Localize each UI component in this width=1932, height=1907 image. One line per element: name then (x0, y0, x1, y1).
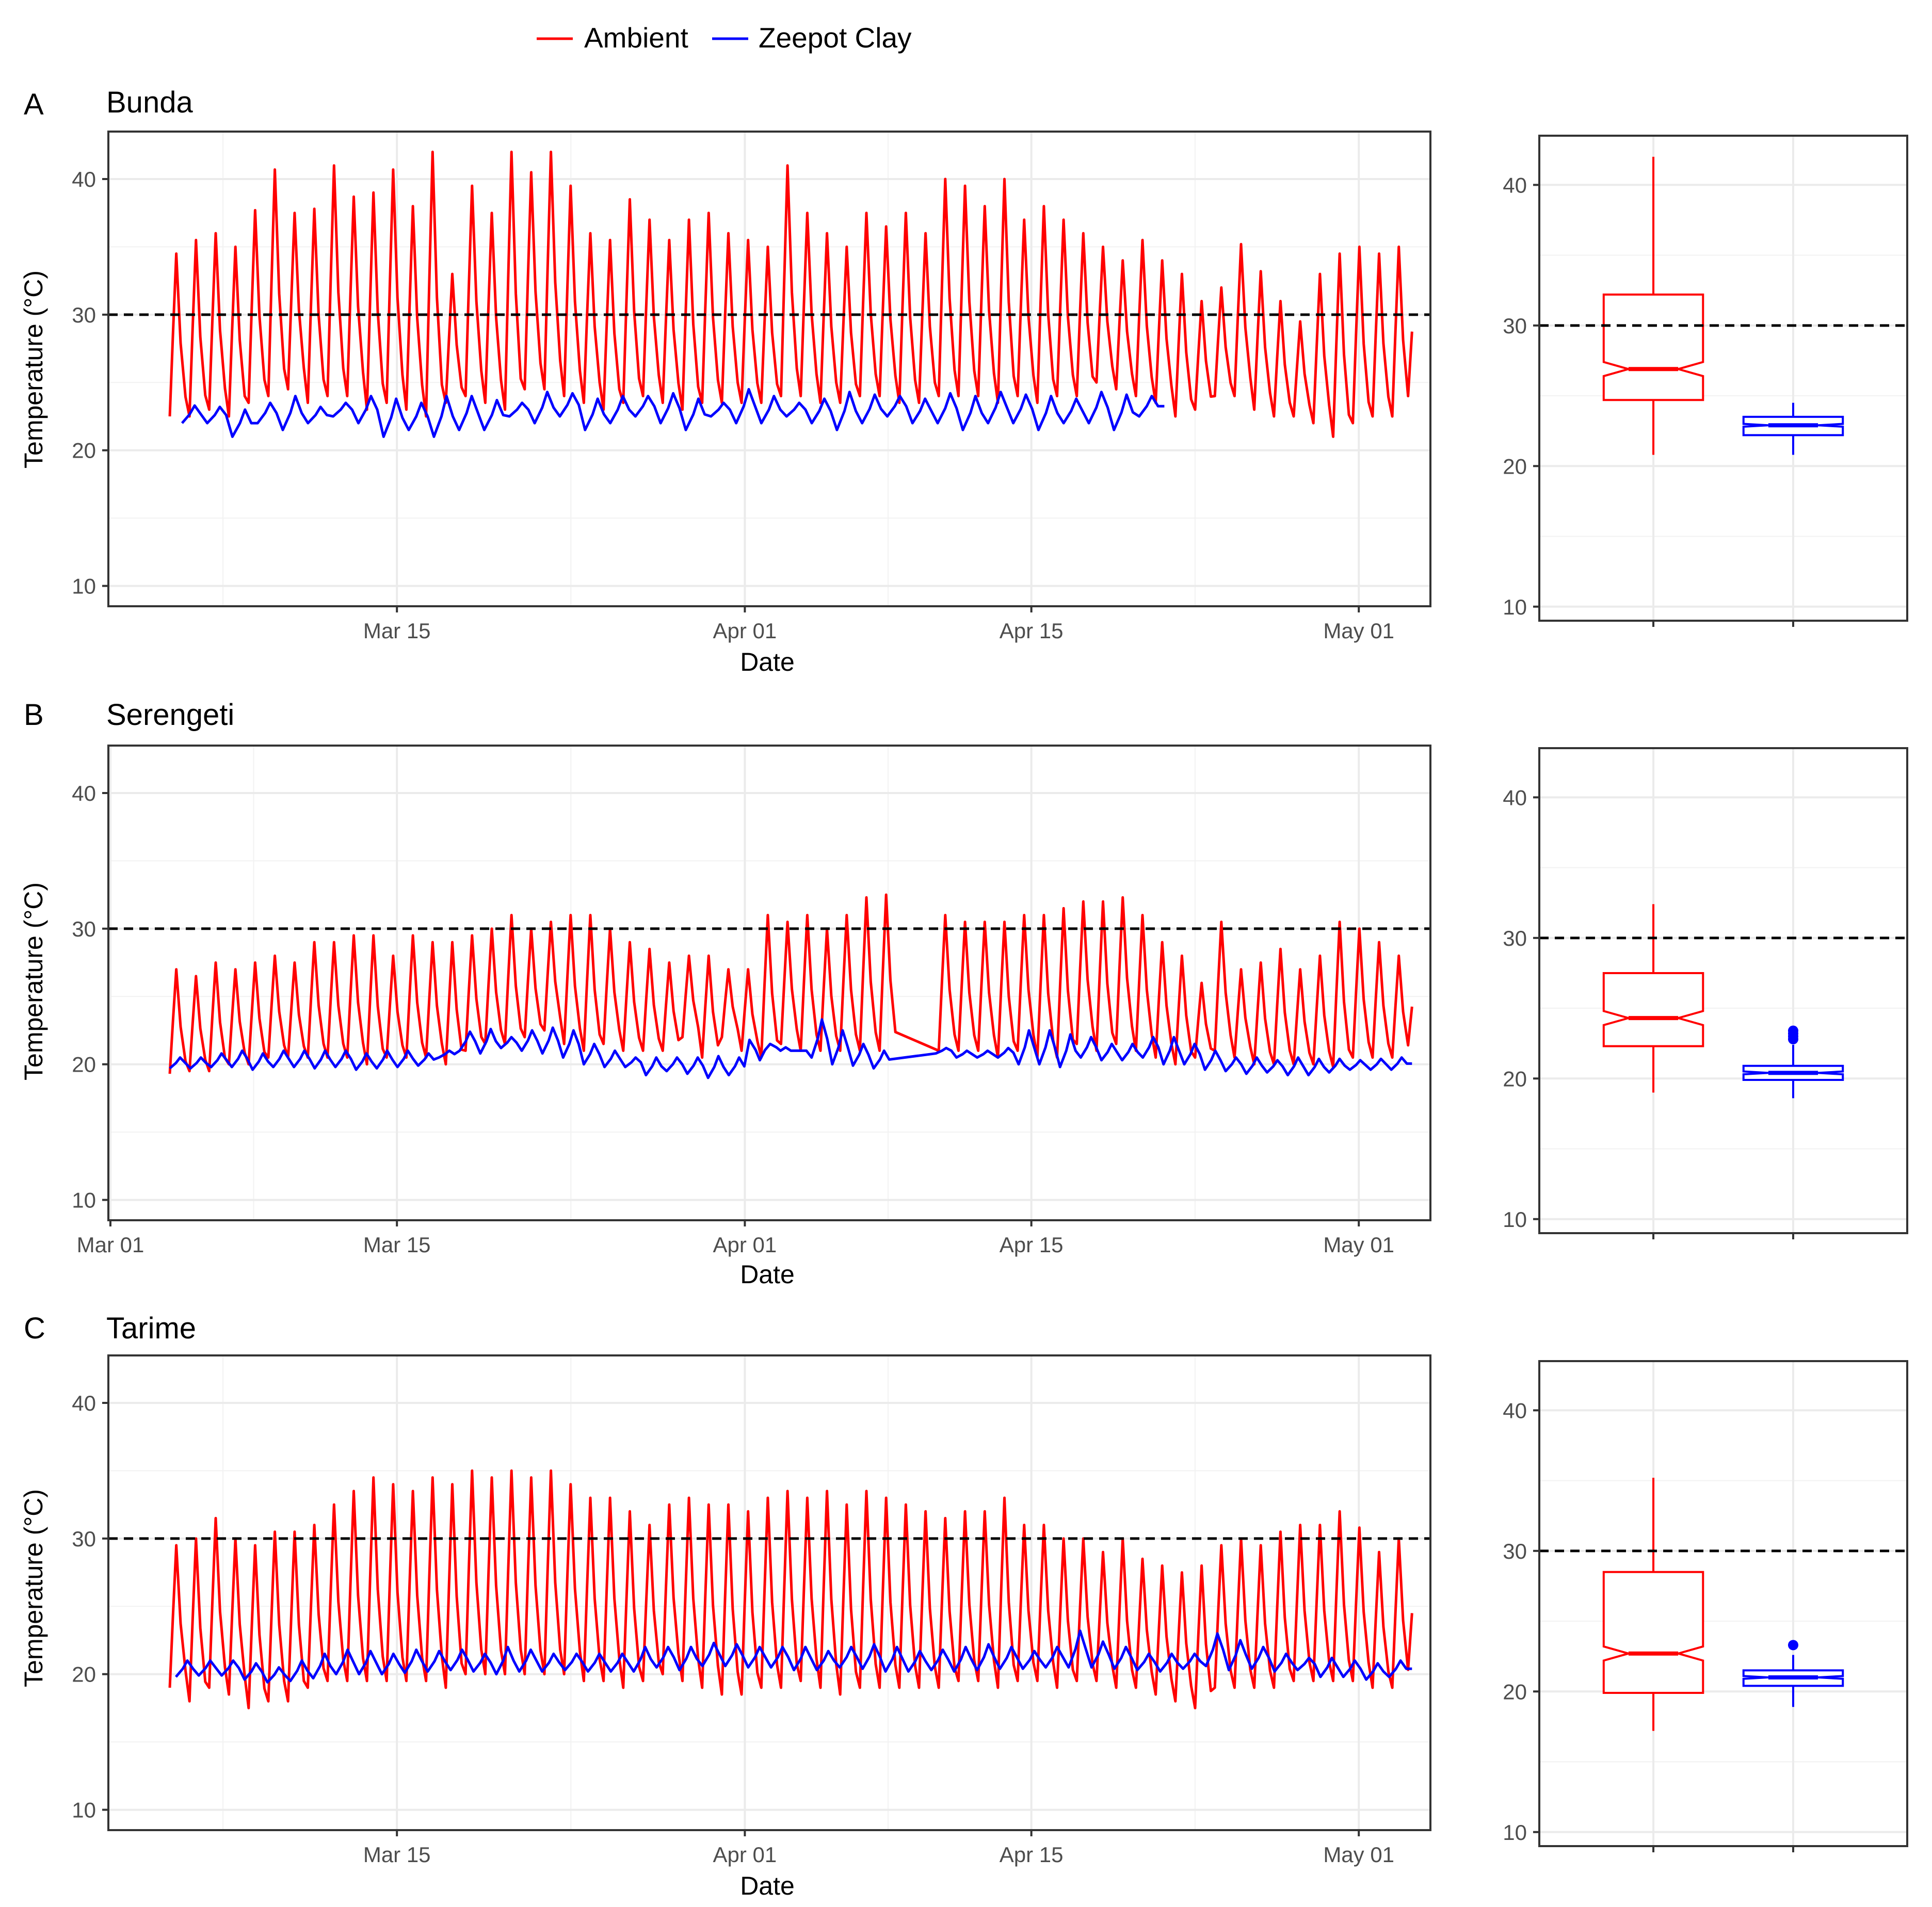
legend-ambient-label: Ambient (584, 22, 688, 54)
panel-c-line-chart: 10 20 30 40 Mar 15 Apr 01 Apr 15 May 01 (72, 1354, 1431, 1867)
panel-b-plot-area (108, 746, 1430, 1220)
panel-c-letter: C (24, 1312, 45, 1345)
panel-c-box-y-tick-label: 30 (1503, 1539, 1527, 1563)
panel-c-y-tick-label: 10 (72, 1798, 96, 1822)
panel-a-x-tick-label: May 01 (1323, 619, 1394, 643)
panel-c-y-axis-label: Temperature (°C) (19, 1489, 48, 1687)
panel-c-x-tick-label: Mar 15 (363, 1843, 431, 1867)
panel-c-title: Tarime (106, 1312, 196, 1345)
panel-a-box-plot-area (1539, 136, 1907, 621)
panel-b-series-zeepot-line (169, 1018, 1412, 1079)
panel-b-plot-border (107, 745, 1431, 1221)
panel-b: B Serengeti 10 20 30 40 Mar 01 Mar 15 Apr 01 Ap… (19, 698, 1908, 1289)
panel-a-x-tick-label: Apr 15 (1000, 619, 1064, 643)
legend: Ambient Zeepot Clay (537, 22, 912, 54)
panel-b-y-tick-label: 20 (72, 1053, 96, 1077)
panel-b-box-ambient-body (1602, 972, 1704, 1047)
panel-c-box-y-tick-label: 10 (1503, 1820, 1527, 1845)
panel-c-box-ambient-body (1602, 1571, 1704, 1694)
panel-b-y-axis-label: Temperature (°C) (19, 882, 48, 1080)
panel-b-box-plot-area (1539, 748, 1907, 1233)
panel-c-series-zeepot-line (174, 1629, 1412, 1684)
panel-c-box-border (1538, 1360, 1908, 1847)
panel-c-series-ambient-line (168, 1469, 1413, 1709)
panel-c-plot-area (108, 1355, 1430, 1830)
panel-b-x-tick-label: Mar 01 (77, 1233, 144, 1257)
panel-b-x-tick-label: May 01 (1323, 1233, 1394, 1257)
panel-a-line-chart: 10 20 30 40 Mar 15 Apr 01 Apr 15 May 01 (72, 131, 1431, 643)
panel-a-y-tick-label: 10 (72, 574, 96, 599)
panel-a-plot-border (107, 131, 1431, 607)
panel-b-box-plot: 10 20 30 40 (1503, 747, 1908, 1239)
panel-a-x-tick-label: Apr 01 (713, 619, 777, 643)
panel-b-x-tick-label: Apr 01 (713, 1233, 777, 1257)
panel-b-y-tick-label: 30 (72, 917, 96, 941)
panel-b-box-y-tick-label: 10 (1503, 1207, 1527, 1232)
panel-c-y-tick-label: 30 (72, 1527, 96, 1551)
panel-a-box-border (1538, 135, 1908, 622)
panel-c-box-plot: 10 20 30 40 (1503, 1360, 1908, 1852)
panel-c-x-tick-label: Apr 15 (1000, 1843, 1064, 1867)
panel-b-box-border (1538, 747, 1908, 1234)
panel-b-x-axis-label: Date (740, 1260, 795, 1289)
legend-zeepot-label: Zeepot Clay (759, 22, 912, 54)
panel-b-title: Serengeti (106, 698, 234, 732)
panel-a-title: Bunda (106, 86, 193, 119)
panel-b-box-y-tick-label: 20 (1503, 1066, 1527, 1091)
panel-a-box-y-tick-label: 20 (1503, 454, 1527, 478)
panel-a-plot-area (108, 132, 1430, 606)
panel-a-x-axis-label: Date (740, 648, 795, 676)
panel-b-x-tick-label: Mar 15 (363, 1233, 431, 1257)
panel-c-plot-border (107, 1354, 1431, 1831)
panel-a-y-axis-label: Temperature (°C) (19, 270, 48, 468)
panel-c-y-tick-label: 40 (72, 1391, 96, 1415)
panel-c-box-y-tick-label: 40 (1503, 1398, 1527, 1423)
panel-a-y-tick-label: 40 (72, 167, 96, 191)
panel-c-box-y-tick-label: 20 (1503, 1679, 1527, 1704)
panel-b-box-zeepot-outlier (1788, 1025, 1798, 1036)
panel-a-series-ambient-line (168, 150, 1413, 438)
panel-a-series-zeepot-line (181, 387, 1165, 438)
panel-b-y-tick-label: 10 (72, 1188, 96, 1213)
panel-c-x-axis-label: Date (740, 1871, 795, 1900)
panel-c-box-zeepot-outlier (1788, 1640, 1798, 1651)
panel-c-x-tick-label: Apr 01 (713, 1843, 777, 1867)
panel-c-x-tick-label: May 01 (1323, 1843, 1394, 1867)
panel-a-y-tick-label: 30 (72, 303, 96, 327)
panel-b-x-tick-label: Apr 15 (1000, 1233, 1064, 1257)
panel-b-y-tick-label: 40 (72, 781, 96, 805)
panel-b-line-chart: 10 20 30 40 Mar 01 Mar 15 Apr 01 Apr 15 May 01 (72, 745, 1431, 1257)
panel-a-box-y-tick-label: 10 (1503, 595, 1527, 619)
panel-a: A Bunda 10 20 30 40 Mar 15 Apr 01 Apr 15 May 01… (19, 86, 1908, 676)
panel-a-y-tick-label: 20 (72, 439, 96, 463)
panel-a-box-y-tick-label: 30 (1503, 314, 1527, 338)
panel-c-box-plot-area (1539, 1361, 1907, 1846)
panel-c-y-tick-label: 20 (72, 1662, 96, 1687)
panel-b-box-y-tick-label: 40 (1503, 785, 1527, 810)
panel-b-box-y-tick-label: 30 (1503, 926, 1527, 950)
panel-a-x-tick-label: Mar 15 (363, 619, 431, 643)
panel-c: C Tarime 10 20 30 40 Mar 15 Apr 01 Apr 15 May 0… (19, 1312, 1908, 1900)
panel-a-letter: A (24, 88, 44, 121)
panel-a-box-y-tick-label: 40 (1503, 173, 1527, 197)
panel-b-series-ambient-line (168, 893, 1413, 1074)
panel-b-letter: B (24, 698, 44, 732)
panel-a-box-plot: 10 20 30 40 (1503, 135, 1908, 627)
panel-a-box-ambient-body (1602, 293, 1704, 401)
